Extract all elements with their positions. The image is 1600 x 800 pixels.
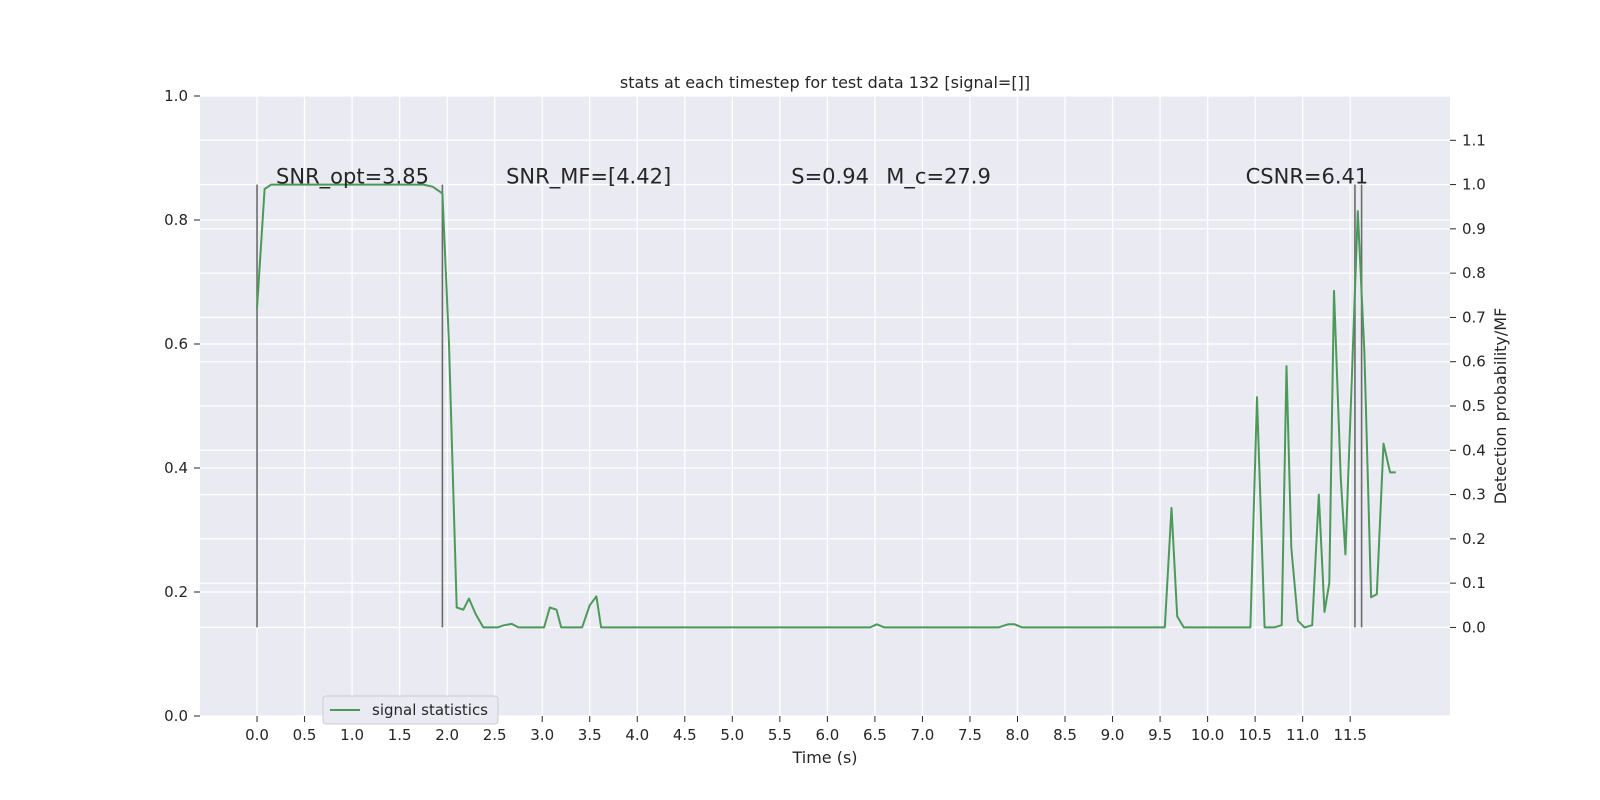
series-layer bbox=[256, 183, 1396, 629]
x-tick-label: 8.5 bbox=[1053, 726, 1077, 744]
x-tick-label: 0.5 bbox=[293, 726, 317, 744]
y-axis-right: 0.0 0.1 0.2 0.3 0.4 0.5 0.6 0.7 0.8 0.9 1.0 1.1 bbox=[1450, 131, 1486, 636]
annotation-text: SNR_MF=[4.42] bbox=[506, 165, 671, 190]
x-axis: 0.0 0.5 1.0 1.5 2.0 2.5 3.0 3.5 4.0 4.5 5.0 5.5 6.0 6… bbox=[245, 716, 1367, 744]
y2-tick-label: 0.6 bbox=[1462, 353, 1486, 371]
x-tick-label: 3.5 bbox=[578, 726, 602, 744]
x-tick-label: 2.5 bbox=[483, 726, 507, 744]
y2-tick-label: 0.8 bbox=[1462, 264, 1486, 282]
y-tick-label: 0.6 bbox=[164, 335, 188, 353]
x-tick-label: 1.5 bbox=[388, 726, 412, 744]
y-tick-label: 0.4 bbox=[164, 459, 188, 477]
x-tick-label: 8.0 bbox=[1006, 726, 1030, 744]
y2-tick-label: 0.4 bbox=[1462, 441, 1486, 459]
y2-tick-label: 1.1 bbox=[1462, 131, 1486, 149]
chart-title: stats at each timestep for test data 132… bbox=[620, 73, 1030, 92]
y-tick-label: 0.2 bbox=[164, 583, 188, 601]
x-tick-label: 5.0 bbox=[720, 726, 744, 744]
legend-label: signal statistics bbox=[372, 701, 488, 719]
annotations: SNR_opt=3.85 SNR_MF=[4.42] S=0.94 M_c=27.9 C… bbox=[276, 165, 1368, 190]
y-tick-label: 0.0 bbox=[164, 707, 188, 725]
x-tick-label: 4.0 bbox=[625, 726, 649, 744]
vertical-markers bbox=[256, 184, 1363, 628]
annotation-text: S=0.94 bbox=[791, 165, 869, 189]
y-tick-label: 1.0 bbox=[164, 87, 188, 105]
series-line bbox=[256, 183, 1396, 629]
x-tick-label: 6.5 bbox=[863, 726, 887, 744]
legend: signal statistics bbox=[322, 695, 499, 725]
x-tick-label: 3.0 bbox=[530, 726, 554, 744]
x-tick-label: 11.5 bbox=[1333, 726, 1366, 744]
y-tick-label: 0.8 bbox=[164, 211, 188, 229]
y-axis-left: 0.0 0.2 0.4 0.6 0.8 1.0 bbox=[164, 87, 200, 725]
grid bbox=[200, 95, 1450, 717]
x-tick-label: 4.5 bbox=[673, 726, 697, 744]
x-axis-label: Time (s) bbox=[791, 748, 857, 767]
x-tick-label: 7.5 bbox=[958, 726, 982, 744]
y2-tick-label: 0.2 bbox=[1462, 530, 1486, 548]
legend-box bbox=[322, 695, 499, 725]
y2-axis-label: Detection probability/MF bbox=[1491, 308, 1510, 505]
x-tick-label: 11.0 bbox=[1286, 726, 1319, 744]
y2-tick-label: 0.7 bbox=[1462, 308, 1486, 326]
annotation-text: SNR_opt=3.85 bbox=[276, 165, 429, 190]
y2-tick-label: 0.1 bbox=[1462, 574, 1486, 592]
x-tick-label: 2.0 bbox=[435, 726, 459, 744]
y2-tick-label: 1.0 bbox=[1462, 176, 1486, 194]
x-tick-label: 10.0 bbox=[1191, 726, 1224, 744]
x-tick-label: 9.5 bbox=[1148, 726, 1172, 744]
x-tick-label: 5.5 bbox=[768, 726, 792, 744]
x-tick-label: 0.0 bbox=[245, 726, 269, 744]
x-tick-label: 6.0 bbox=[815, 726, 839, 744]
y2-tick-label: 0.0 bbox=[1462, 618, 1486, 636]
y2-tick-label: 0.3 bbox=[1462, 486, 1486, 504]
annotation-text: CSNR=6.41 bbox=[1246, 165, 1369, 189]
x-tick-label: 1.0 bbox=[340, 726, 364, 744]
annotation-text: M_c=27.9 bbox=[886, 165, 991, 190]
x-tick-label: 9.0 bbox=[1101, 726, 1125, 744]
y2-tick-label: 0.9 bbox=[1462, 220, 1486, 238]
x-tick-label: 7.0 bbox=[911, 726, 935, 744]
y2-tick-label: 0.5 bbox=[1462, 397, 1486, 415]
x-tick-label: 10.5 bbox=[1238, 726, 1271, 744]
